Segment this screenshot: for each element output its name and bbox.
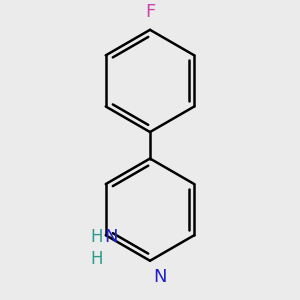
Text: H: H — [90, 228, 103, 246]
Text: N: N — [104, 228, 117, 246]
Text: F: F — [145, 4, 155, 22]
Text: H: H — [90, 250, 103, 268]
Text: N: N — [153, 268, 166, 286]
